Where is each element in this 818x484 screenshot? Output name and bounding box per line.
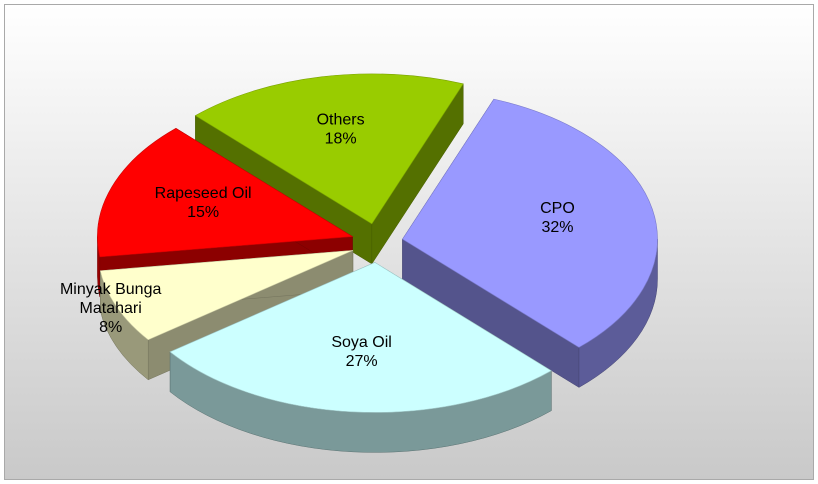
- chart-frame: CPO 32% Soya Oil 27% Minyak Bunga Matahari 8% R…: [4, 4, 814, 480]
- slice-label-3: Rapeseed Oil 15%: [155, 185, 252, 221]
- slice-percent-2: 8%: [99, 319, 122, 336]
- slice-percent-0: 32%: [541, 219, 573, 236]
- slice-percent-3: 15%: [187, 204, 219, 221]
- pie-slice-top-2: [99, 250, 354, 341]
- slice-name-2-1: Matahari: [80, 300, 142, 317]
- pie-slice-0: [402, 98, 658, 388]
- slice-percent-4: 18%: [325, 131, 357, 148]
- labels-layer: CPO 32% Soya Oil 27% Minyak Bunga Matahari 8% R…: [60, 112, 575, 370]
- pie-slice-top-3: [97, 127, 354, 258]
- pie-chart: CPO 32% Soya Oil 27% Minyak Bunga Matahari 8% R…: [5, 5, 813, 479]
- slice-name-2-0: Minyak Bunga: [60, 281, 161, 298]
- slice-label-4: Others 18%: [317, 112, 365, 148]
- slice-name-0-0: CPO: [540, 200, 575, 217]
- slice-percent-1: 27%: [346, 353, 378, 370]
- slice-name-3-0: Rapeseed Oil: [155, 185, 252, 202]
- pie-slice-top-4: [194, 73, 464, 225]
- slices-layer: [97, 73, 658, 453]
- pie-slice-top-0: [402, 98, 658, 348]
- slice-label-2: Minyak Bunga Matahari 8%: [60, 281, 161, 336]
- slice-name-1-0: Soya Oil: [331, 334, 391, 351]
- pie-slice-1: [169, 261, 552, 453]
- slice-label-1: Soya Oil 27%: [331, 334, 391, 370]
- pie-slice-top-1: [169, 262, 552, 413]
- slice-name-4-0: Others: [317, 112, 365, 129]
- slice-label-0: CPO 32%: [540, 200, 575, 236]
